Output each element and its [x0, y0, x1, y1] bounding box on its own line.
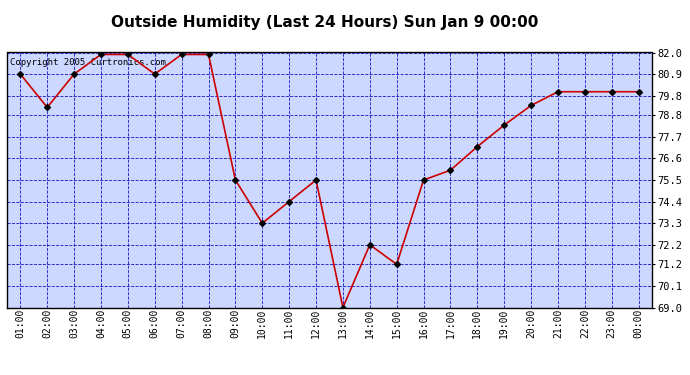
- Text: Outside Humidity (Last 24 Hours) Sun Jan 9 00:00: Outside Humidity (Last 24 Hours) Sun Jan…: [110, 15, 538, 30]
- Text: Copyright 2005 Curtronics.com: Copyright 2005 Curtronics.com: [10, 58, 166, 67]
